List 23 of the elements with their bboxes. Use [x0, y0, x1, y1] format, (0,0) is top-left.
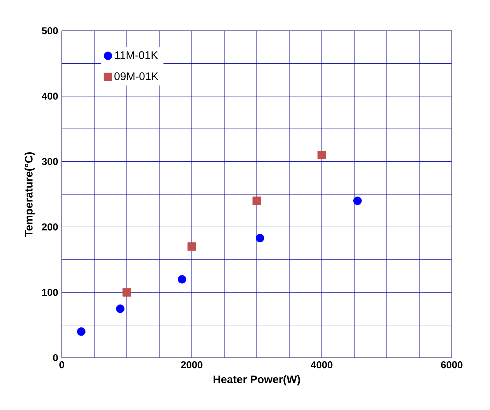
- point: [256, 234, 264, 243]
- point: [318, 151, 326, 160]
- y-axis-title: Temperature(°C): [24, 152, 36, 237]
- x-axis-title: Heater Power(W): [214, 375, 300, 386]
- y-tick-label: 400: [42, 92, 58, 100]
- x-tick-label: 0: [60, 362, 64, 369]
- y-tick-label: 300: [42, 158, 58, 166]
- legend-label: 09M-01K: [114, 72, 159, 80]
- point: [116, 304, 125, 314]
- y-tick-label: 0: [53, 354, 58, 362]
- point: [122, 288, 132, 297]
- point: [178, 275, 186, 284]
- x-tick-label: 4000: [311, 362, 333, 369]
- legend-label: 11M-01K: [115, 52, 158, 60]
- point: [354, 196, 362, 206]
- x-tick-label: 2000: [181, 362, 203, 369]
- point: [188, 242, 196, 252]
- point: [252, 196, 262, 206]
- y-tick-label: 200: [42, 224, 58, 231]
- y-tick-label: 100: [42, 289, 58, 296]
- point: [77, 328, 86, 336]
- y-tick-label: 500: [42, 27, 58, 35]
- x-tick-label: 6000: [441, 362, 463, 369]
